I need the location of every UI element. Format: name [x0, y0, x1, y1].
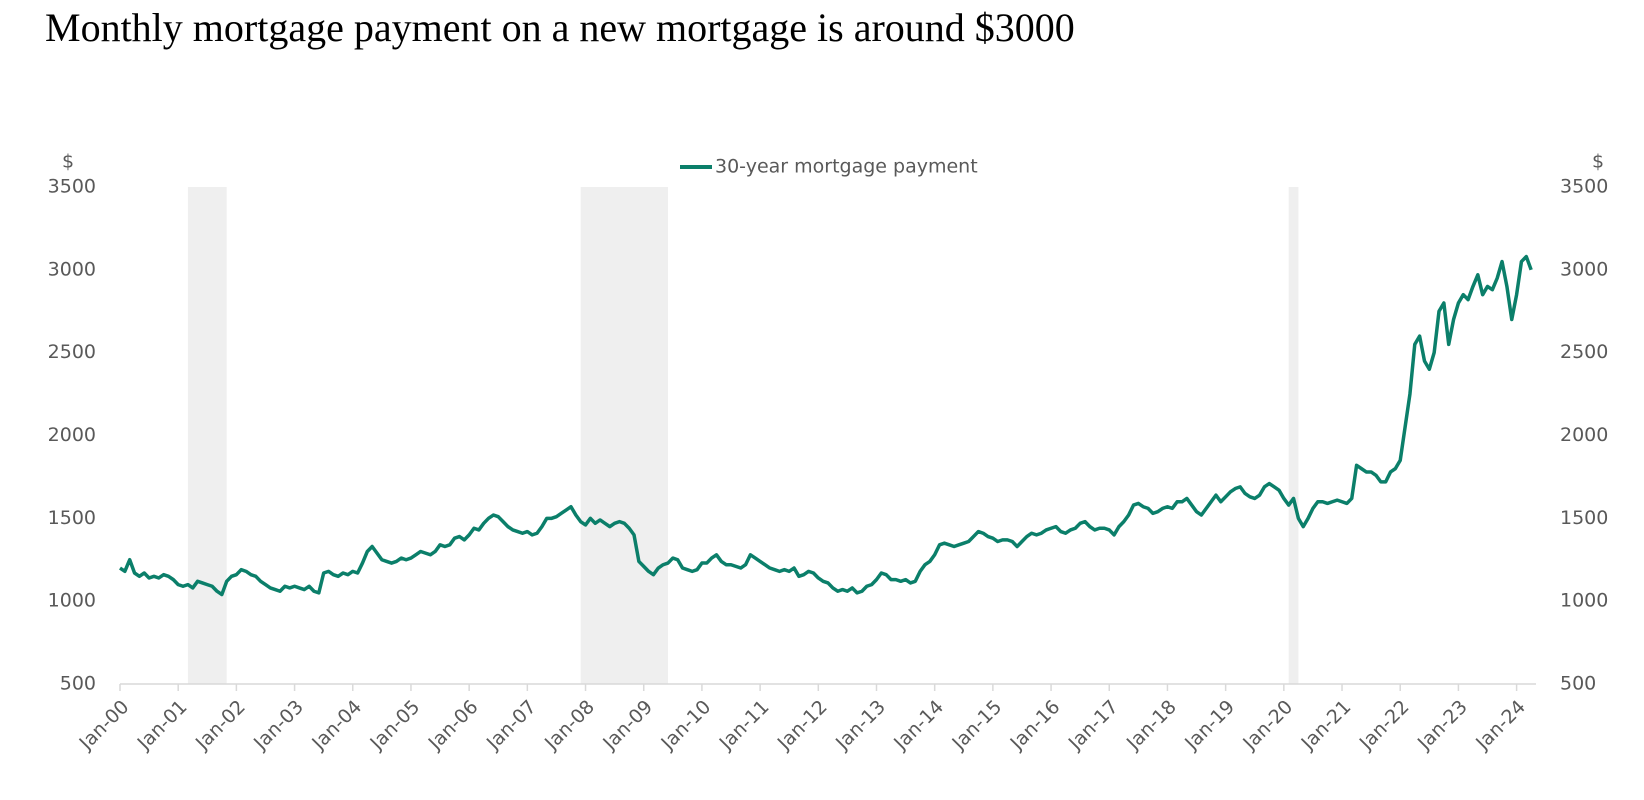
y-axis-label: $ [62, 151, 74, 173]
x-tick-label: Jan-05 [365, 696, 424, 755]
x-tick-label: Jan-18 [1122, 696, 1181, 755]
y2-tick-label: 2500 [1560, 341, 1608, 363]
y2-tick-label: 1500 [1560, 507, 1608, 529]
y-tick-label: 2000 [48, 424, 96, 446]
y-tick-label: 1500 [48, 507, 96, 529]
x-tick-label: Jan-13 [831, 696, 890, 755]
x-tick-label: Jan-01 [133, 696, 192, 755]
x-tick-label: Jan-11 [715, 696, 774, 755]
x-tick-label: Jan-02 [191, 696, 250, 755]
x-tick-label: Jan-08 [540, 696, 599, 755]
y2-tick-label: 500 [1560, 673, 1596, 695]
shaded-period [580, 187, 668, 684]
x-tick-label: Jan-16 [1006, 696, 1065, 755]
x-tick-label: Jan-20 [1238, 696, 1297, 755]
shaded-period [1288, 187, 1299, 684]
x-tick-label: Jan-00 [75, 696, 134, 755]
y-tick-label: 500 [60, 673, 96, 695]
x-tick-label: Jan-10 [656, 696, 715, 755]
y2-tick-label: 1000 [1560, 590, 1608, 612]
y-tick-label: 1000 [48, 590, 96, 612]
y2-tick-label: 2000 [1560, 424, 1608, 446]
y-tick-label: 3000 [48, 258, 96, 280]
data-line [119, 254, 1533, 597]
x-tick-label: Jan-23 [1413, 696, 1472, 755]
x-tick-label: Jan-04 [307, 696, 366, 755]
x-tick-label: Jan-22 [1355, 696, 1414, 755]
x-tick-label: Jan-06 [424, 696, 483, 755]
y-tick-label: 2500 [48, 341, 96, 363]
x-tick-label: Jan-19 [1180, 696, 1239, 755]
y2-tick-label: 3000 [1560, 258, 1608, 280]
x-tick-label: Jan-09 [598, 696, 657, 755]
y2-axis-label: $ [1592, 151, 1604, 173]
x-tick-label: Jan-12 [773, 696, 832, 755]
x-tick-label: Jan-03 [249, 696, 308, 755]
x-tick-label: Jan-14 [889, 696, 948, 755]
legend-label: 30-year mortgage payment [715, 156, 978, 178]
x-tick-label: Jan-24 [1471, 696, 1530, 755]
y2-tick-label: 3500 [1560, 176, 1608, 198]
y-tick-label: 3500 [48, 176, 96, 198]
shaded-period [187, 187, 227, 684]
x-tick-label: Jan-15 [947, 696, 1006, 755]
x-tick-label: Jan-07 [482, 696, 541, 755]
x-tick-label: Jan-21 [1297, 696, 1356, 755]
chart-title: Monthly mortgage payment on a new mortga… [45, 5, 1075, 50]
x-tick-label: Jan-17 [1064, 696, 1123, 755]
